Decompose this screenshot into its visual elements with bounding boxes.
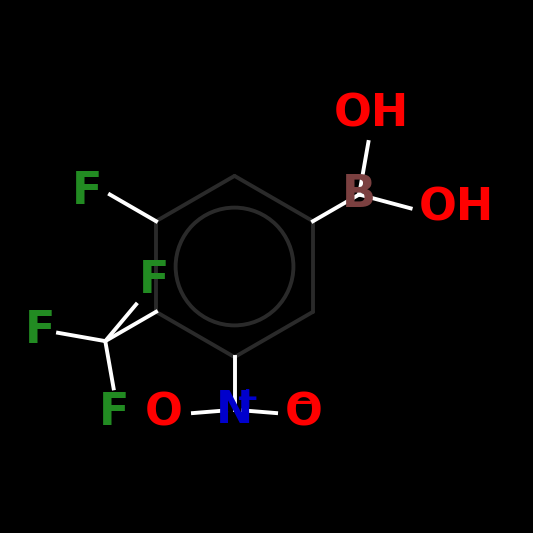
Text: OH: OH [334, 93, 409, 136]
Text: O: O [144, 392, 182, 434]
Text: F: F [139, 259, 169, 302]
Text: B: B [342, 173, 376, 216]
Text: F: F [99, 391, 129, 434]
Text: O: O [285, 392, 323, 434]
Text: F: F [71, 171, 102, 213]
Text: OH: OH [418, 187, 494, 230]
Text: F: F [25, 309, 55, 352]
Text: N: N [216, 389, 253, 432]
Text: −: − [291, 390, 314, 417]
Text: +: + [236, 385, 260, 413]
